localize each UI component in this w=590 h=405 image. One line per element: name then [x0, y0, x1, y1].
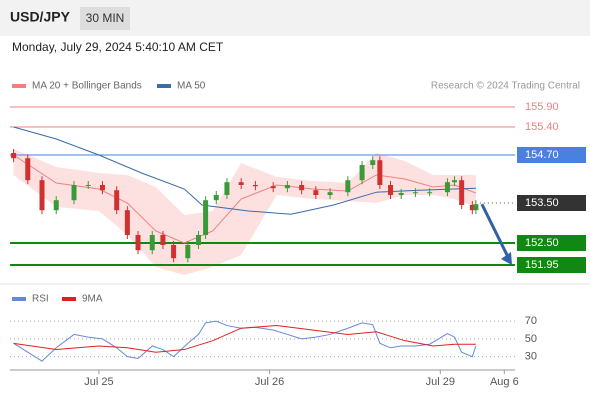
candle-body [452, 180, 458, 183]
candle-body [160, 235, 166, 245]
candle-body [313, 190, 319, 195]
candle-body [359, 165, 365, 181]
datetime: Monday, July 29, 2024 5:40:10 AM CET [12, 40, 224, 54]
candle-body [149, 235, 155, 251]
interval-button[interactable] [80, 7, 130, 30]
candle-body [171, 245, 177, 259]
candle-body [114, 190, 120, 211]
y-tick-label: 50 [525, 333, 537, 345]
arrow-head [501, 252, 512, 265]
candle-body [124, 210, 130, 235]
x-tick-label: Jul 25 [84, 376, 113, 388]
candle-body [39, 180, 45, 211]
candle-body [327, 192, 333, 195]
candle-body [370, 160, 376, 165]
candle-body [473, 204, 479, 211]
x-tick-label: Jul 29 [426, 376, 455, 388]
candle-body [398, 193, 404, 195]
candle-body [71, 185, 77, 201]
candle-body [224, 182, 230, 195]
credit: Research © 2024 Trading Central [431, 81, 580, 92]
x-tick-label: Jul 26 [255, 376, 284, 388]
level-box [517, 235, 586, 251]
candle-body [459, 180, 465, 205]
legend-swatch [157, 84, 171, 88]
candle-body [252, 185, 258, 187]
x-tick-label: Aug 6 [490, 376, 519, 388]
legend-label: MA 50 [177, 81, 206, 92]
legend-swatch [62, 297, 76, 301]
level-label: 155.40 [525, 121, 559, 133]
legend-swatch [12, 84, 26, 88]
level-label: 152.50 [525, 237, 559, 249]
candle-body [11, 153, 17, 159]
candle-body [345, 180, 351, 193]
candle-body [388, 185, 394, 195]
candle-body [203, 200, 209, 235]
ma-line [13, 154, 477, 244]
candle-body [444, 182, 450, 193]
candle-body [238, 182, 244, 185]
candle-body [377, 160, 383, 185]
legend-swatch [12, 297, 26, 301]
candle-body [469, 205, 475, 211]
candle-body [213, 195, 219, 201]
candle-body [299, 185, 305, 191]
candle-body [195, 235, 201, 245]
bollinger-band [13, 149, 476, 275]
legend-label: RSI [32, 294, 49, 305]
level-label: 151.95 [525, 259, 559, 271]
ma-line [13, 126, 476, 215]
symbol: USD/JPY [10, 9, 71, 25]
candle-body [270, 186, 276, 189]
candle-body [99, 185, 105, 191]
candle-body [284, 185, 290, 189]
legend-label: MA 20 + Bollinger Bands [32, 81, 142, 92]
candle-body [25, 158, 31, 181]
level-box [517, 195, 586, 211]
y-tick-label: 70 [525, 315, 537, 327]
candle-body [412, 192, 418, 194]
level-box [517, 147, 586, 163]
level-label: 154.70 [525, 149, 559, 161]
candle-body [427, 192, 433, 194]
legend-label: 9MA [82, 294, 103, 305]
candle-body [85, 185, 91, 186]
candle-body [53, 200, 59, 211]
rsi-line [13, 325, 476, 353]
level-label: 155.90 [525, 101, 559, 113]
level-label: 153.50 [525, 197, 559, 209]
level-box [517, 257, 586, 273]
projection-arrow [480, 203, 511, 260]
y-tick-label: 30 [525, 351, 537, 363]
interval[interactable]: 30 MIN [86, 11, 125, 25]
candle-body [185, 245, 191, 259]
candle-body [135, 235, 141, 251]
